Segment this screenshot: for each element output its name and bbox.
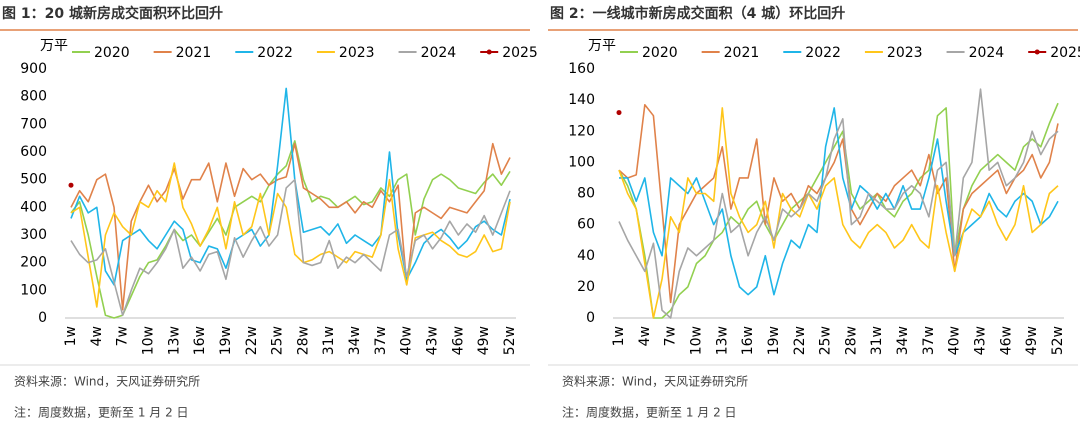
- x-tick-label: 28w: [295, 326, 311, 355]
- x-tick-label: 19w: [218, 326, 234, 355]
- data-point: [68, 182, 74, 188]
- y-tick-label: 140: [568, 92, 595, 108]
- y-axis-unit: 万平: [588, 38, 616, 54]
- data-point: [616, 110, 622, 116]
- y-tick-label: 0: [38, 310, 47, 326]
- legend-label: 2021: [724, 45, 760, 61]
- x-tick-label: 40w: [947, 326, 963, 355]
- series-line: [70, 142, 511, 311]
- note: 注：周度数据，更新至 1 月 2 日: [14, 405, 189, 420]
- x-tick-label: 52w: [502, 326, 518, 355]
- y-tick-label: 20: [577, 279, 595, 295]
- x-tick-label: 43w: [973, 326, 989, 355]
- series-line: [70, 87, 511, 286]
- x-tick-label: 10w: [140, 326, 156, 355]
- chart-title: 图 1：20 城新房成交面积环比回升: [2, 5, 223, 22]
- y-tick-label: 120: [568, 123, 595, 139]
- x-tick-label: 37w: [373, 326, 389, 355]
- x-tick-label: 31w: [869, 326, 885, 355]
- legend-label: 2023: [887, 45, 923, 61]
- note: 注：周度数据，更新至 1 月 2 日: [562, 405, 737, 420]
- legend-marker: [1034, 49, 1040, 55]
- x-tick-label: 4w: [637, 326, 653, 346]
- legend-label: 2022: [257, 45, 293, 61]
- x-tick-label: 19w: [766, 326, 782, 355]
- y-tick-label: 500: [20, 172, 47, 188]
- source: 资料来源：Wind，天风证券研究所: [14, 374, 200, 389]
- y-tick-label: 0: [586, 310, 595, 326]
- x-tick-label: 7w: [663, 326, 679, 346]
- x-tick-label: 46w: [450, 326, 466, 355]
- series-line: [70, 178, 511, 317]
- x-tick-label: 34w: [895, 326, 911, 355]
- x-tick-label: 37w: [921, 326, 937, 355]
- x-tick-label: 16w: [740, 326, 756, 355]
- y-tick-label: 300: [20, 227, 47, 243]
- x-tick-label: 43w: [425, 326, 441, 355]
- legend-label: 2025: [502, 45, 538, 61]
- y-tick-label: 100: [20, 282, 47, 298]
- series-line: [70, 162, 511, 308]
- y-tick-label: 160: [568, 61, 595, 77]
- x-tick-label: 40w: [399, 326, 415, 355]
- series-line: [618, 88, 1059, 319]
- legend-label: 2022: [805, 45, 841, 61]
- y-tick-label: 100: [568, 154, 595, 170]
- y-tick-label: 400: [20, 199, 47, 215]
- x-tick-label: 1w: [611, 326, 627, 346]
- x-tick-label: 25w: [270, 326, 286, 355]
- legend-label: 2023: [339, 45, 375, 61]
- x-tick-label: 49w: [1024, 326, 1040, 355]
- y-tick-label: 800: [20, 89, 47, 105]
- legend-label: 2024: [969, 45, 1005, 61]
- x-tick-label: 22w: [244, 326, 260, 355]
- legend-label: 2020: [642, 45, 678, 61]
- series-line: [618, 107, 1059, 319]
- y-tick-label: 600: [20, 144, 47, 160]
- y-tick-label: 60: [577, 217, 595, 233]
- x-tick-label: 49w: [476, 326, 492, 355]
- x-tick-label: 46w: [998, 326, 1014, 355]
- y-tick-label: 200: [20, 255, 47, 271]
- x-tick-label: 13w: [166, 326, 182, 355]
- x-tick-label: 28w: [843, 326, 859, 355]
- legend-label: 2020: [94, 45, 130, 61]
- legend-label: 2021: [176, 45, 212, 61]
- x-tick-label: 22w: [792, 326, 808, 355]
- x-tick-label: 34w: [347, 326, 363, 355]
- x-tick-label: 4w: [89, 326, 105, 346]
- series-line: [618, 103, 1059, 304]
- legend-label: 2024: [421, 45, 457, 61]
- x-tick-label: 52w: [1050, 326, 1066, 355]
- source: 资料来源：Wind，天风证券研究所: [562, 374, 748, 389]
- y-tick-label: 900: [20, 61, 47, 77]
- y-tick-label: 80: [577, 186, 595, 202]
- x-tick-label: 31w: [321, 326, 337, 355]
- x-tick-label: 25w: [818, 326, 834, 355]
- y-axis-unit: 万平: [40, 38, 68, 54]
- x-tick-label: 16w: [192, 326, 208, 355]
- legend-marker: [486, 49, 492, 55]
- series-line: [70, 140, 511, 319]
- chart-title: 图 2：一线城市新房成交面积（4 城）环比回升: [550, 5, 845, 22]
- x-tick-label: 1w: [63, 326, 79, 346]
- y-tick-label: 700: [20, 116, 47, 132]
- x-tick-label: 10w: [688, 326, 704, 355]
- x-tick-label: 13w: [714, 326, 730, 355]
- y-tick-label: 40: [577, 248, 595, 264]
- legend-label: 2025: [1050, 45, 1080, 61]
- x-tick-label: 7w: [115, 326, 131, 346]
